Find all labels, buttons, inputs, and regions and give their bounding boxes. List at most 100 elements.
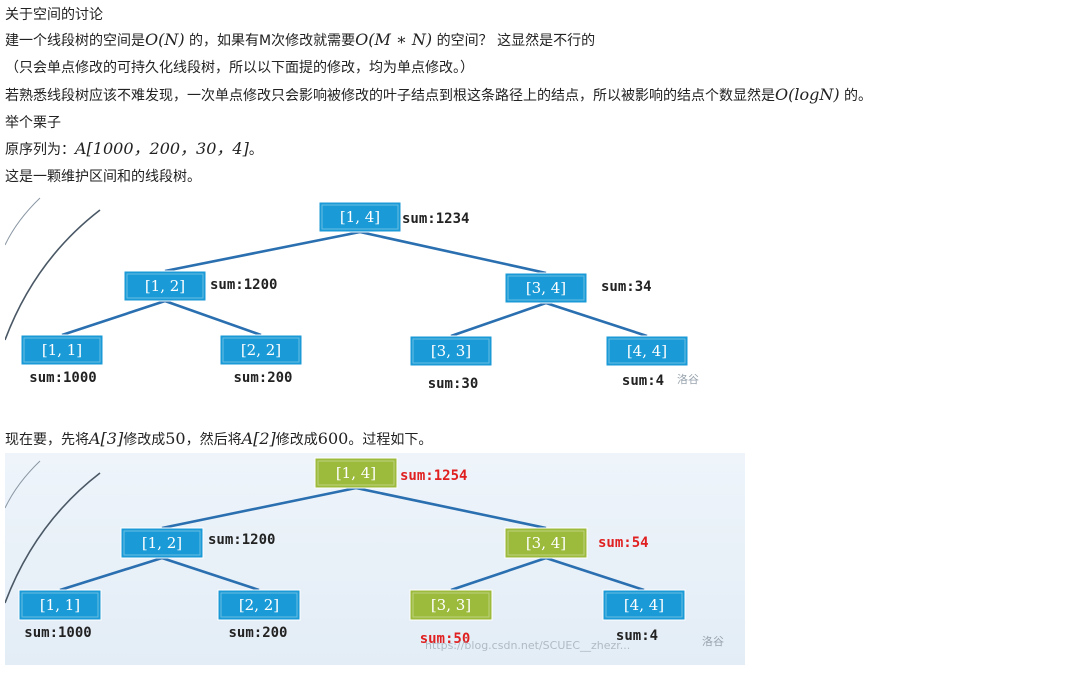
node-box bbox=[120, 527, 204, 559]
node-box bbox=[605, 335, 689, 367]
tree-edge bbox=[355, 486, 547, 530]
text-segment: 修改成 bbox=[123, 432, 166, 448]
tree-edge bbox=[61, 299, 166, 337]
node-box-inner bbox=[126, 273, 204, 299]
node-label: [1, 2] bbox=[145, 277, 185, 295]
node-sum: sum:1234 bbox=[402, 211, 469, 227]
node-label: [1, 1] bbox=[42, 341, 82, 359]
node-box bbox=[504, 272, 588, 304]
node-box-inner bbox=[21, 592, 99, 618]
tree-edge bbox=[359, 230, 547, 275]
watermark-logo: 洛谷 bbox=[702, 634, 724, 648]
text-segment: 的，如果有M次修改就需要 bbox=[184, 33, 356, 49]
math-formula: A[2] bbox=[241, 429, 276, 448]
node-box bbox=[318, 201, 402, 233]
segment-tree-figure-2: [1, 4] sum:1254 [1, 2] sum:1200 [3, 4] sum:54… bbox=[4, 453, 745, 665]
tree-edge bbox=[59, 556, 163, 592]
tree-node: [4, 4] sum:4 bbox=[602, 589, 686, 644]
segment-tree-figure-1: [1, 4] sum:1234 [1, 2] sum:1200 [3, 4] sum:34… bbox=[4, 190, 745, 400]
tree-node: [1, 1] sum:1000 bbox=[20, 334, 104, 386]
math-formula: O(logN) bbox=[775, 85, 840, 104]
node-box-inner bbox=[412, 592, 490, 618]
text-segment: 现在要，先将 bbox=[5, 432, 89, 448]
text-segment: 。 bbox=[248, 142, 263, 158]
node-box-inner bbox=[321, 204, 399, 230]
tree-edge bbox=[164, 230, 361, 273]
node-box-inner bbox=[23, 337, 101, 363]
heading: 关于空间的讨论 bbox=[5, 7, 103, 23]
tree-edge bbox=[545, 301, 648, 338]
node-box bbox=[217, 589, 301, 621]
node-box bbox=[602, 589, 686, 621]
node-box-inner bbox=[605, 592, 683, 618]
paragraph-modification: 现在要，先将A[3]修改成50，然后将A[2]修改成600。过程如下。 bbox=[5, 430, 432, 449]
node-label: [1, 1] bbox=[40, 596, 80, 614]
node-label: [3, 3] bbox=[431, 596, 471, 614]
text-segment: 原序列为： bbox=[5, 142, 75, 158]
watermark-url: https://blog.csdn.net/SCUEC__zhezr... bbox=[425, 639, 630, 652]
tree-node: [3, 4] sum:54 bbox=[504, 527, 649, 559]
node-box bbox=[504, 527, 588, 559]
node-box-inner bbox=[220, 592, 298, 618]
math-formula: 50 bbox=[165, 429, 186, 448]
tree-edge bbox=[161, 556, 260, 592]
node-sum: sum:4 bbox=[622, 373, 664, 389]
node-box bbox=[20, 334, 104, 366]
watermark-logo: 洛谷 bbox=[677, 372, 699, 386]
tree-edge bbox=[545, 556, 645, 592]
text-segment: 修改成 bbox=[275, 432, 318, 448]
paragraph-space-cost: 建一个线段树的空间是O(N) 的，如果有M次修改就需要O(M ∗ N) 的空间？… bbox=[5, 31, 595, 50]
node-label: [3, 4] bbox=[526, 279, 566, 297]
math-formula: A[1000，200，30，4] bbox=[75, 139, 249, 158]
node-sum: sum:200 bbox=[233, 370, 292, 386]
text-segment: 。过程如下。 bbox=[348, 432, 433, 448]
math-formula: 600 bbox=[317, 429, 349, 448]
paragraph-example: 举个栗子 bbox=[5, 115, 61, 131]
tree-node: [1, 2] sum:1200 bbox=[123, 270, 277, 302]
node-box-inner bbox=[317, 460, 395, 486]
node-box-inner bbox=[507, 275, 585, 301]
tree-node: [1, 1] sum:1000 bbox=[18, 589, 102, 641]
node-sum: sum:1000 bbox=[24, 625, 91, 641]
node-box-inner bbox=[412, 338, 490, 364]
node-sum: sum:1200 bbox=[210, 277, 277, 293]
tree-node: [3, 3] sum:30 bbox=[409, 335, 493, 392]
text-segment: 若熟悉线段树应该不难发现，一次单点修改只会影响被修改的叶子结点到根这条路径上的结… bbox=[5, 88, 775, 104]
node-box-inner bbox=[222, 337, 300, 363]
node-label: [1, 4] bbox=[340, 208, 380, 226]
node-sum: sum:34 bbox=[601, 279, 652, 295]
tree-node: [2, 2] sum:200 bbox=[217, 589, 301, 641]
math-formula: O(M ∗ N) bbox=[355, 30, 433, 49]
text-segment: 的空间？ 这显然是不行的 bbox=[432, 33, 596, 49]
text-segment: 的。 bbox=[839, 88, 873, 104]
tree-node: [3, 4] sum:34 bbox=[504, 272, 652, 304]
node-label: [3, 4] bbox=[526, 534, 566, 552]
node-sum: sum:30 bbox=[428, 376, 479, 392]
node-label: [3, 3] bbox=[431, 342, 471, 360]
node-sum: sum:200 bbox=[228, 625, 287, 641]
node-box bbox=[314, 457, 398, 489]
tree-node: [1, 4] sum:1254 bbox=[314, 457, 467, 489]
node-sum: sum:50 bbox=[420, 631, 471, 647]
tree-edge bbox=[161, 486, 357, 530]
decorative-curves bbox=[4, 197, 101, 341]
node-label: [2, 2] bbox=[239, 596, 279, 614]
paragraph-note: （只会单点修改的可持久化线段树，所以以下面提的修改，均为单点修改。） bbox=[5, 60, 474, 76]
node-sum: sum:4 bbox=[616, 628, 658, 644]
node-label: [4, 4] bbox=[627, 342, 667, 360]
segment-tree-diagram-1: [1, 4] sum:1234 [1, 2] sum:1200 [3, 4] sum:34… bbox=[4, 197, 699, 392]
tree-node: [2, 2] sum:200 bbox=[219, 334, 303, 386]
tree-edge bbox=[450, 556, 547, 592]
text-segment: 建一个线段树的空间是 bbox=[5, 33, 145, 49]
tree-node: [4, 4] sum:4 bbox=[605, 335, 689, 389]
tree-node: [1, 4] sum:1234 bbox=[318, 201, 469, 233]
node-sum: sum:1254 bbox=[400, 468, 467, 484]
decorative-curves bbox=[4, 460, 101, 604]
node-sum: sum:1000 bbox=[29, 370, 96, 386]
segment-tree-diagram-2: [1, 4] sum:1254 [1, 2] sum:1200 [3, 4] sum:54… bbox=[4, 457, 724, 652]
paragraph-affected-nodes: 若熟悉线段树应该不难发现，一次单点修改只会影响被修改的叶子结点到根这条路径上的结… bbox=[5, 86, 872, 105]
node-label: [2, 2] bbox=[241, 341, 281, 359]
node-label: [1, 2] bbox=[142, 534, 182, 552]
tree-node: [1, 2] sum:1200 bbox=[120, 527, 275, 559]
node-box bbox=[409, 335, 493, 367]
